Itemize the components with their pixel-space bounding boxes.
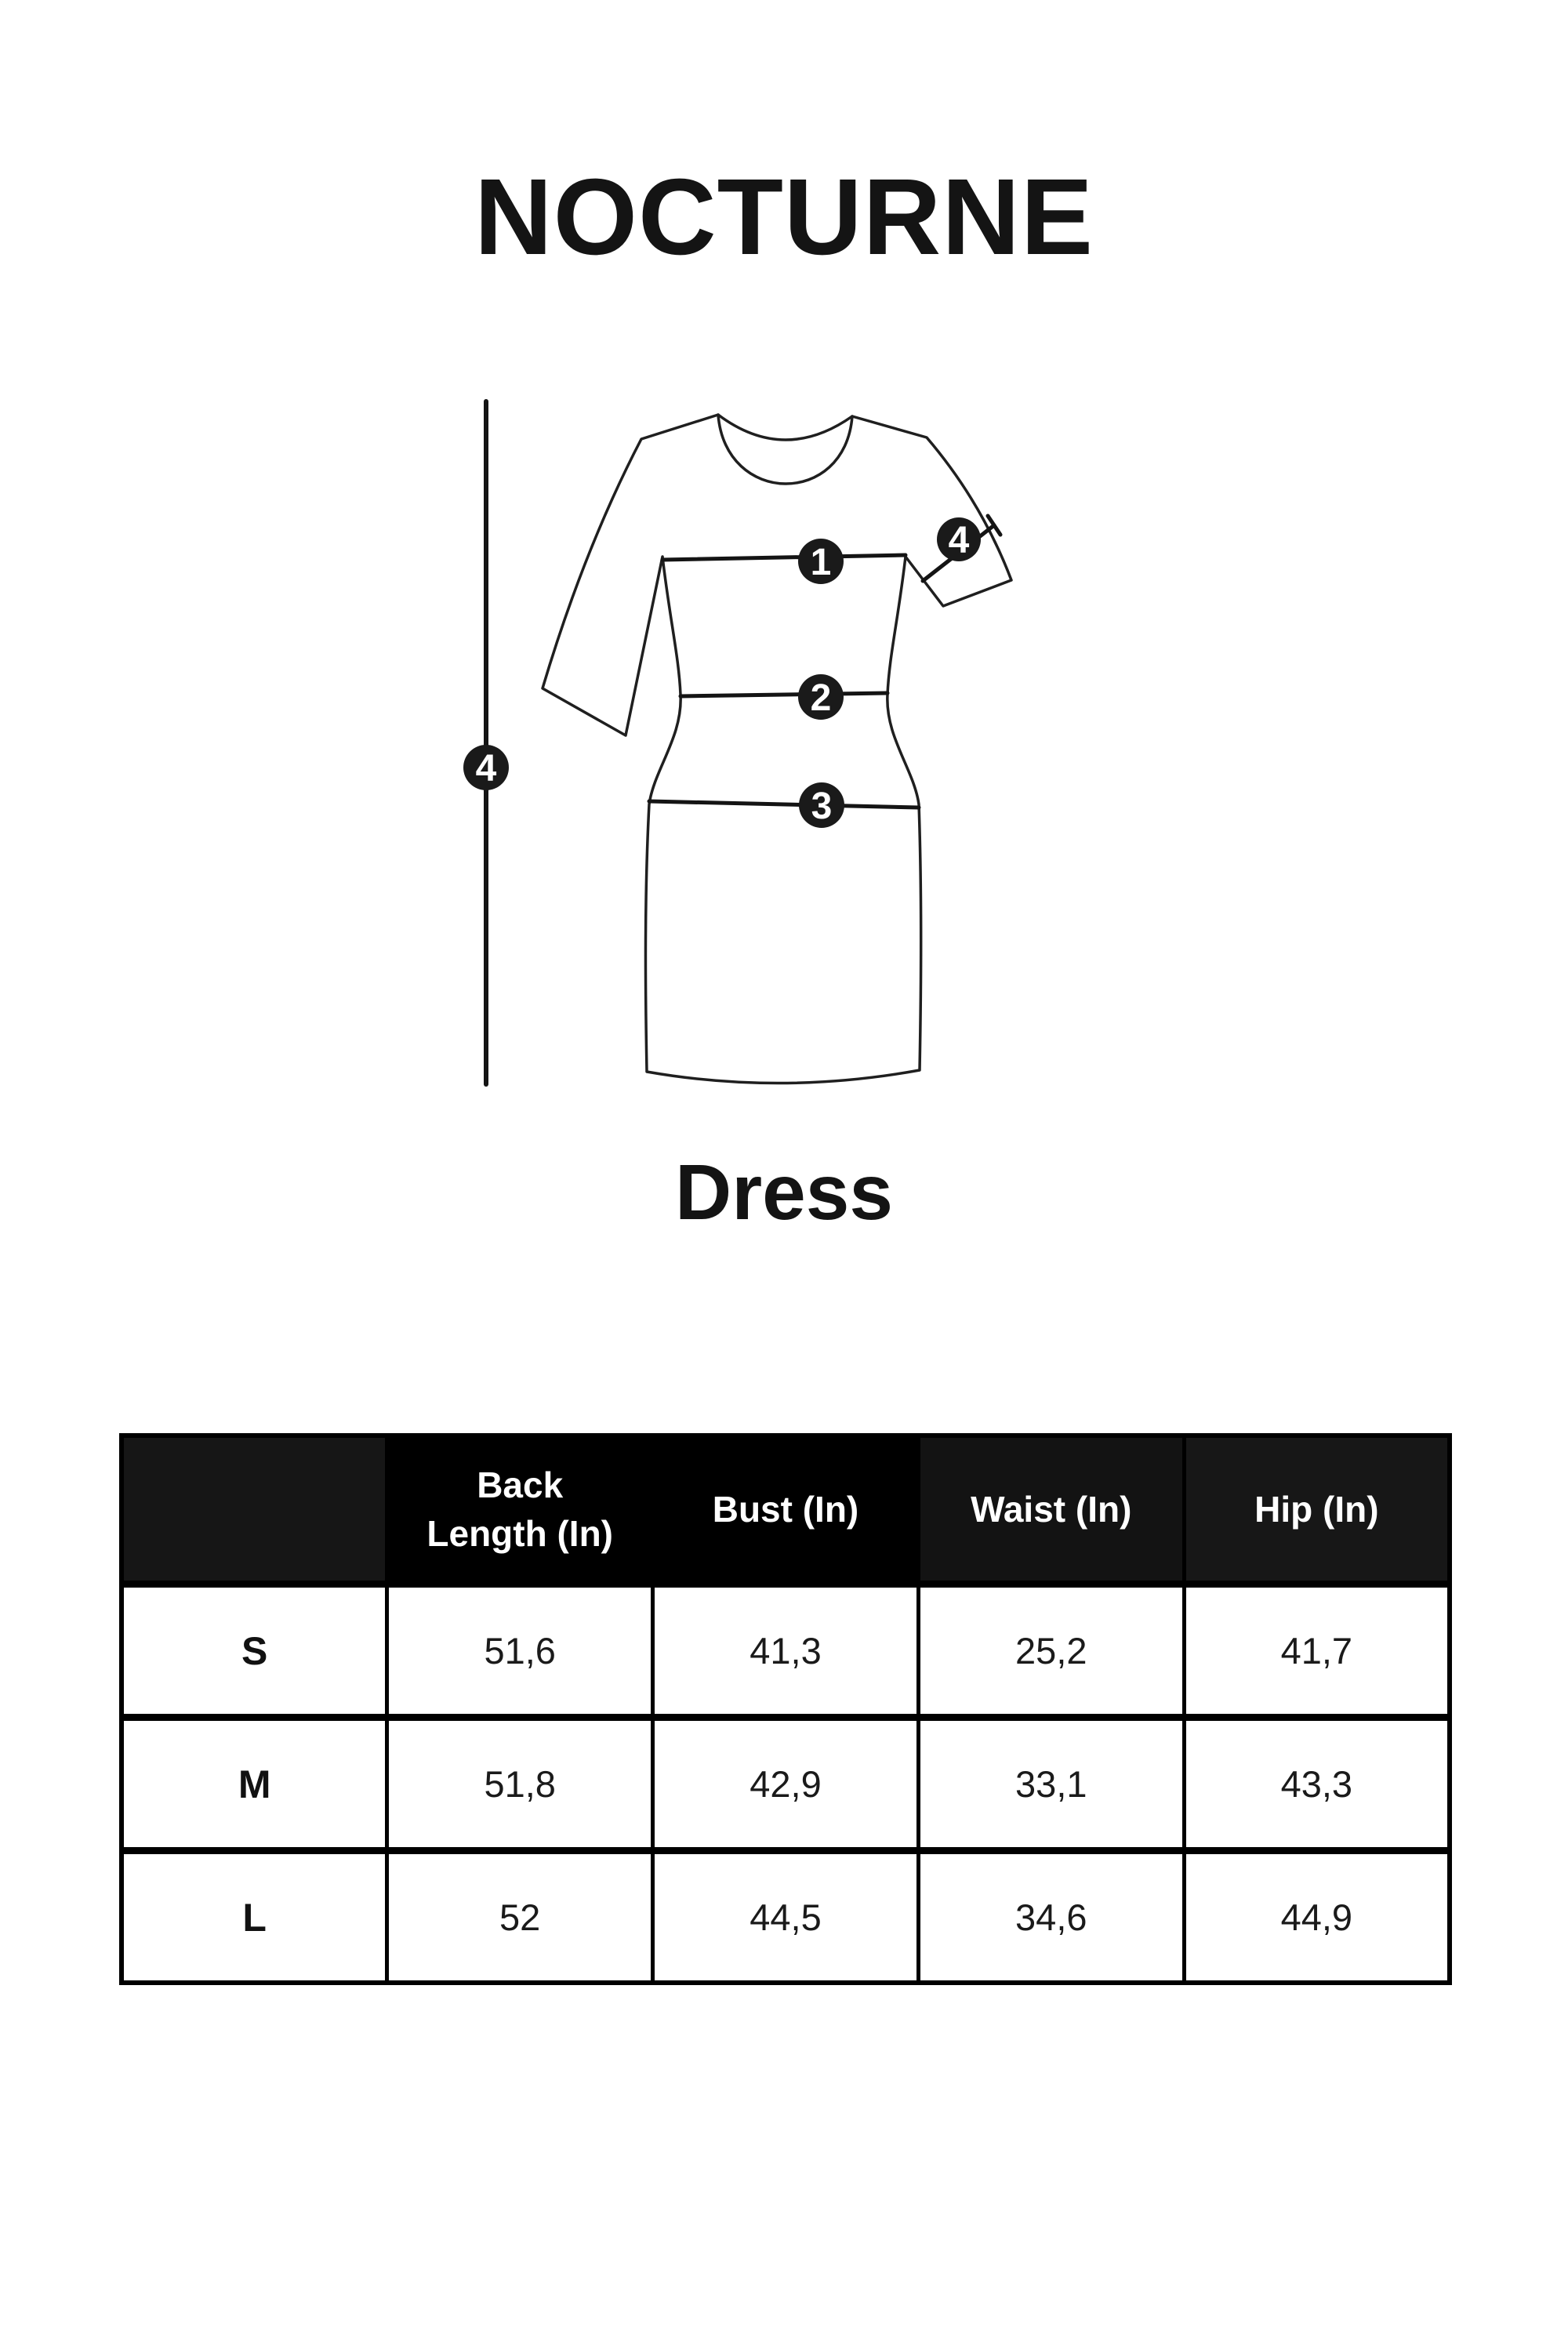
- header-cell-back-length: Back Length (In): [385, 1433, 655, 1586]
- hip-marker-number: 3: [811, 786, 833, 827]
- size-table: Back Length (In) Bust (In) Waist (In) Hi…: [119, 1433, 1452, 1985]
- hip-value: 41,7: [1181, 1581, 1452, 1719]
- bust-measure-line: [660, 553, 908, 562]
- sleeve-measure-tick: [985, 514, 1003, 537]
- neckline-curve: [717, 413, 854, 485]
- header-cell-bust: Bust (In): [651, 1433, 920, 1586]
- size-table-row-m: M 51,8 42,9 33,1 43,3: [119, 1714, 1452, 1853]
- size-label: M: [119, 1714, 390, 1853]
- hip-measure-line: [647, 799, 921, 810]
- size-label: S: [119, 1581, 390, 1719]
- waist-value: 33,1: [916, 1714, 1186, 1853]
- bust-marker-badge: 1: [798, 539, 844, 584]
- dress-measurement-diagram: 1 2 3 4 4: [463, 399, 1013, 1087]
- back-length-marker-number: 4: [476, 748, 497, 789]
- hip-marker-badge: 3: [799, 782, 844, 828]
- bust-marker-number: 1: [811, 542, 832, 583]
- sleeve-marker-badge: 4: [937, 517, 981, 561]
- back-length-value: 52: [385, 1847, 655, 1985]
- header-cell-waist: Waist (In): [916, 1433, 1186, 1586]
- hip-value: 43,3: [1181, 1714, 1452, 1853]
- brand-title: NOCTURNE: [474, 157, 1094, 278]
- hip-value: 44,9: [1181, 1847, 1452, 1985]
- size-table-row-l: L 52 44,5 34,6 44,9: [119, 1847, 1452, 1985]
- waist-measure-line: [678, 691, 890, 699]
- sleeve-marker-number: 4: [949, 520, 970, 561]
- back-length-value: 51,8: [385, 1714, 655, 1853]
- size-table-header-row: Back Length (In) Bust (In) Waist (In) Hi…: [119, 1433, 1452, 1586]
- bust-value: 42,9: [651, 1714, 920, 1853]
- back-length-marker-badge: 4: [463, 745, 509, 790]
- size-table-row-s: S 51,6 41,3 25,2 41,7: [119, 1581, 1452, 1719]
- waist-marker-badge: 2: [798, 674, 844, 720]
- back-length-value: 51,6: [385, 1581, 655, 1719]
- waist-value: 34,6: [916, 1847, 1186, 1985]
- waist-marker-number: 2: [811, 677, 832, 719]
- header-cell-size: [119, 1433, 390, 1586]
- waist-value: 25,2: [916, 1581, 1186, 1719]
- garment-label: Dress: [675, 1149, 893, 1236]
- bust-value: 44,5: [651, 1847, 920, 1985]
- size-label: L: [119, 1847, 390, 1985]
- dress-outline: [541, 413, 1013, 1085]
- bust-value: 41,3: [651, 1581, 920, 1719]
- header-cell-hip: Hip (In): [1181, 1433, 1452, 1586]
